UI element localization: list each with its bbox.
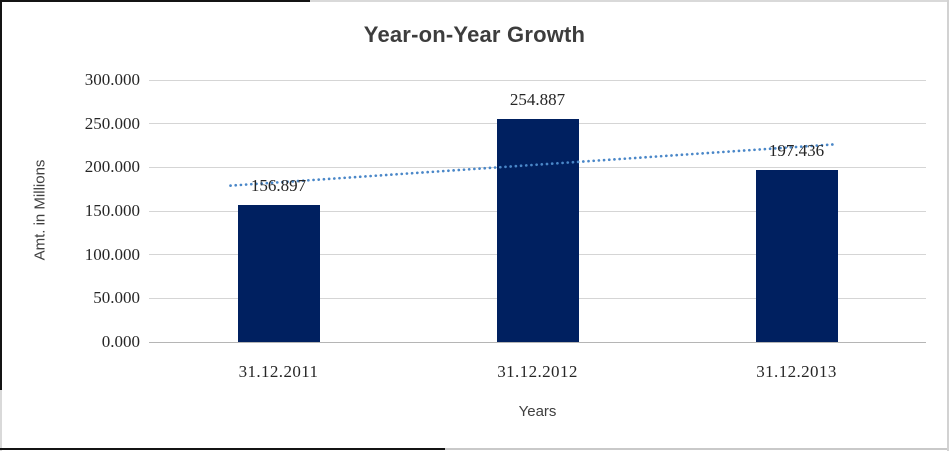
border-right-light [947,0,949,451]
x-tick-label: 31.12.2012 [497,362,578,381]
x-tick-label: 31.12.2013 [756,362,837,381]
bar-data-label: 254.887 [509,90,566,110]
chart-title: Year-on-Year Growth [363,22,586,47]
x-tick-label: 31.12.2011 [238,362,319,381]
y-tick-label: 300.000 [84,70,140,89]
border-top-light [310,0,949,2]
gridline [149,79,926,81]
y-tick-label: 250.000 [84,113,140,133]
y-tick-label: 150.000 [84,201,140,220]
border-bottom-light [445,448,949,450]
border-top-dark [0,0,310,2]
y-tick-label: 100.000 [84,244,140,264]
border-bottom-dark [0,448,445,450]
bar [237,204,320,342]
bar-data-label: 197.436 [768,140,825,160]
bar [496,119,579,342]
border-left-light [0,390,2,451]
x-axis-title: Years [518,403,557,420]
y-tick-label: 50.000 [93,288,140,308]
y-tick-label: 0.000 [101,332,140,351]
bar [755,169,838,342]
border-left-dark [0,0,2,390]
y-tick-label: 200.000 [84,157,140,177]
x-axis-line [149,341,926,343]
bar-data-label: 156.897 [250,175,307,195]
